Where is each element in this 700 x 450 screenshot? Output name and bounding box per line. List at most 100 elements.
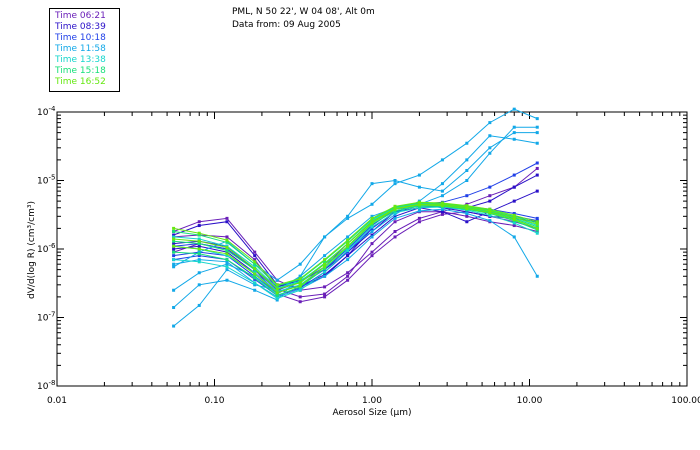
data-point (440, 204, 444, 208)
data-point (440, 207, 444, 211)
data-point (197, 220, 201, 224)
data-point (465, 207, 469, 211)
data-point (535, 231, 539, 235)
data-point (225, 258, 229, 262)
series-line (173, 205, 538, 296)
data-point (346, 216, 350, 220)
data-point (172, 226, 176, 230)
data-point (253, 277, 257, 281)
y-tick-label: 10-7 (37, 311, 55, 324)
data-point (172, 258, 176, 262)
data-point (275, 283, 279, 287)
data-point (370, 250, 374, 254)
data-point (323, 265, 327, 269)
data-point (275, 293, 279, 297)
series-line (173, 208, 538, 298)
data-point (488, 121, 492, 125)
legend-entry: Time 08:39 (55, 22, 106, 32)
data-point (440, 158, 444, 162)
data-point (512, 217, 516, 221)
y-tick-label: 10-5 (37, 174, 55, 187)
data-point (488, 207, 492, 211)
y-tick-label: 10-4 (37, 105, 56, 118)
data-point (172, 265, 176, 269)
data-point (225, 254, 229, 258)
series-line (173, 135, 538, 295)
data-point (512, 213, 516, 217)
data-point (225, 240, 229, 244)
data-point (370, 230, 374, 234)
data-point (488, 185, 492, 189)
data-point (488, 213, 492, 217)
data-point (370, 254, 374, 258)
data-point (488, 146, 492, 150)
series-line (173, 126, 538, 327)
data-point (488, 209, 492, 213)
data-point (253, 262, 257, 266)
series-line (173, 132, 538, 308)
data-point (298, 262, 302, 266)
data-point (225, 246, 229, 250)
data-point (535, 131, 539, 135)
data-point (253, 272, 257, 276)
data-point (535, 216, 539, 220)
legend-entry: Time 16:52 (55, 77, 106, 87)
data-point (172, 237, 176, 241)
data-point (197, 258, 201, 262)
data-point (417, 216, 421, 220)
data-point (225, 268, 229, 272)
data-point (275, 296, 279, 300)
data-point (275, 287, 279, 291)
data-point (370, 182, 374, 186)
data-point (512, 173, 516, 177)
data-point (197, 252, 201, 256)
axes: 0.01 0.10 1.00 10.00 100.00 10-8 10-7 10-6 10-5 1… (37, 105, 700, 406)
legend-entry: Time 11:58 (55, 44, 106, 54)
data-point (512, 215, 516, 219)
data-point (172, 262, 176, 266)
data-point (346, 278, 350, 282)
data-point (323, 258, 327, 262)
series-line (173, 204, 538, 294)
data-point (535, 173, 539, 177)
data-point (172, 324, 176, 328)
data-point (512, 211, 516, 215)
data-point (172, 250, 176, 254)
data-point (346, 238, 350, 242)
data-point (535, 141, 539, 145)
data-point (172, 235, 176, 239)
data-point (346, 249, 350, 253)
data-point (346, 214, 350, 218)
data-point (370, 221, 374, 225)
data-point (465, 211, 469, 215)
data-point (197, 237, 201, 241)
data-point (535, 161, 539, 165)
data-point (393, 220, 397, 224)
data-point (417, 203, 421, 207)
data-point (197, 244, 201, 248)
data-point (417, 173, 421, 177)
data-point (393, 230, 397, 234)
series-line (173, 211, 538, 298)
data-point (323, 295, 327, 299)
data-point (172, 244, 176, 248)
data-point (197, 250, 201, 254)
x-tick-label: 0.01 (47, 396, 67, 406)
data-point (172, 254, 176, 258)
legend-entry: Time 06:21 (55, 11, 106, 21)
data-point (197, 303, 201, 307)
data-point (440, 210, 444, 214)
data-point (488, 134, 492, 138)
y-tick-label: 10-6 (37, 242, 56, 255)
data-point (225, 235, 229, 239)
data-point (253, 260, 257, 264)
series-line (173, 206, 538, 299)
data-point (323, 254, 327, 258)
data-point (298, 284, 302, 288)
data-point (465, 141, 469, 145)
y-axis-label: dV/d(log R) (cm³/cm³) (27, 201, 37, 299)
data-point (197, 260, 201, 264)
data-point (253, 288, 257, 292)
data-point (253, 265, 257, 269)
